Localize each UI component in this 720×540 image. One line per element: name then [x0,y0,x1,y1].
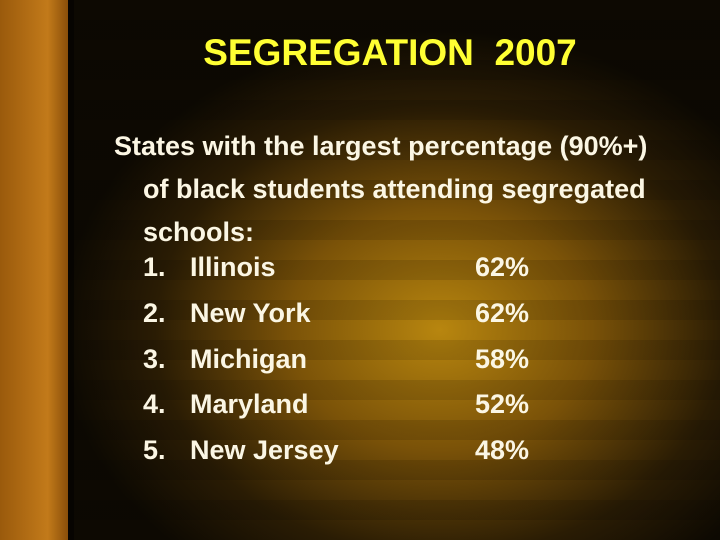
percentage: 62% [475,297,530,328]
list-item: 1. Illinois 62% [0,252,720,298]
list-item: 4. Maryland 52% [0,389,720,435]
intro-text: States with the largest percentage (90%+… [114,131,648,247]
list-item: 5. New Jersey 48% [0,435,720,481]
list-item: 2. New York 62% [0,298,720,344]
item-number: 5. [143,435,166,466]
state-name: New Jersey [190,435,339,466]
state-name: Michigan [190,343,308,374]
state-name: Maryland [190,389,309,420]
side-shadow [68,0,74,540]
state-name: Illinois [190,252,276,282]
side-stripe [0,0,68,540]
state-name: New York [190,297,311,328]
percentage: 52% [475,389,530,420]
item-number: 4. [143,389,166,420]
list-item: 3. Michigan 58% [0,344,720,390]
item-number: 1. [143,252,166,282]
item-number: 2. [143,297,166,328]
percentage: 48% [475,435,530,466]
percentage: 58% [475,343,530,374]
slide-title: SEGREGATION 2007 [203,32,577,73]
percentage: 62% [475,252,530,282]
item-number: 3. [143,343,166,374]
